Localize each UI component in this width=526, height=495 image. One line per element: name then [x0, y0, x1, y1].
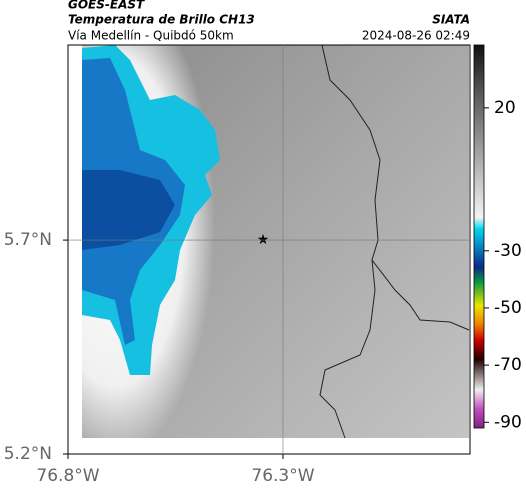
timestamp: 2024-08-26 02:49: [362, 29, 470, 43]
agency: SIATA: [432, 13, 470, 27]
imagery: ★: [68, 44, 470, 454]
subtitle: Vía Medellín - Quibdó 50km: [68, 29, 234, 43]
border: [319, 259, 376, 439]
axes: [67, 44, 471, 455]
header: GOES-EAST Temperatura de Brillo CH13 Vía…: [68, 0, 470, 43]
colorbar-label: -90: [494, 412, 522, 432]
title: Temperatura de Brillo CH13: [68, 13, 255, 27]
cloud-core: [82, 170, 175, 250]
colorbar-label: -50: [494, 298, 522, 318]
source: GOES-EAST: [68, 0, 145, 12]
y-tick-label: 5.7°N: [4, 230, 52, 250]
y-tick-label: 5.2°N: [4, 444, 52, 464]
colorbar: [473, 44, 485, 429]
x-tick-label: 76.8°W: [36, 466, 99, 486]
map-frame: [67, 44, 471, 455]
colorbar-label: 20: [494, 98, 516, 118]
colorbar-label: -70: [494, 355, 522, 375]
colorbar-label: -30: [494, 241, 522, 261]
x-tick-label: 76.3°W: [251, 466, 314, 486]
